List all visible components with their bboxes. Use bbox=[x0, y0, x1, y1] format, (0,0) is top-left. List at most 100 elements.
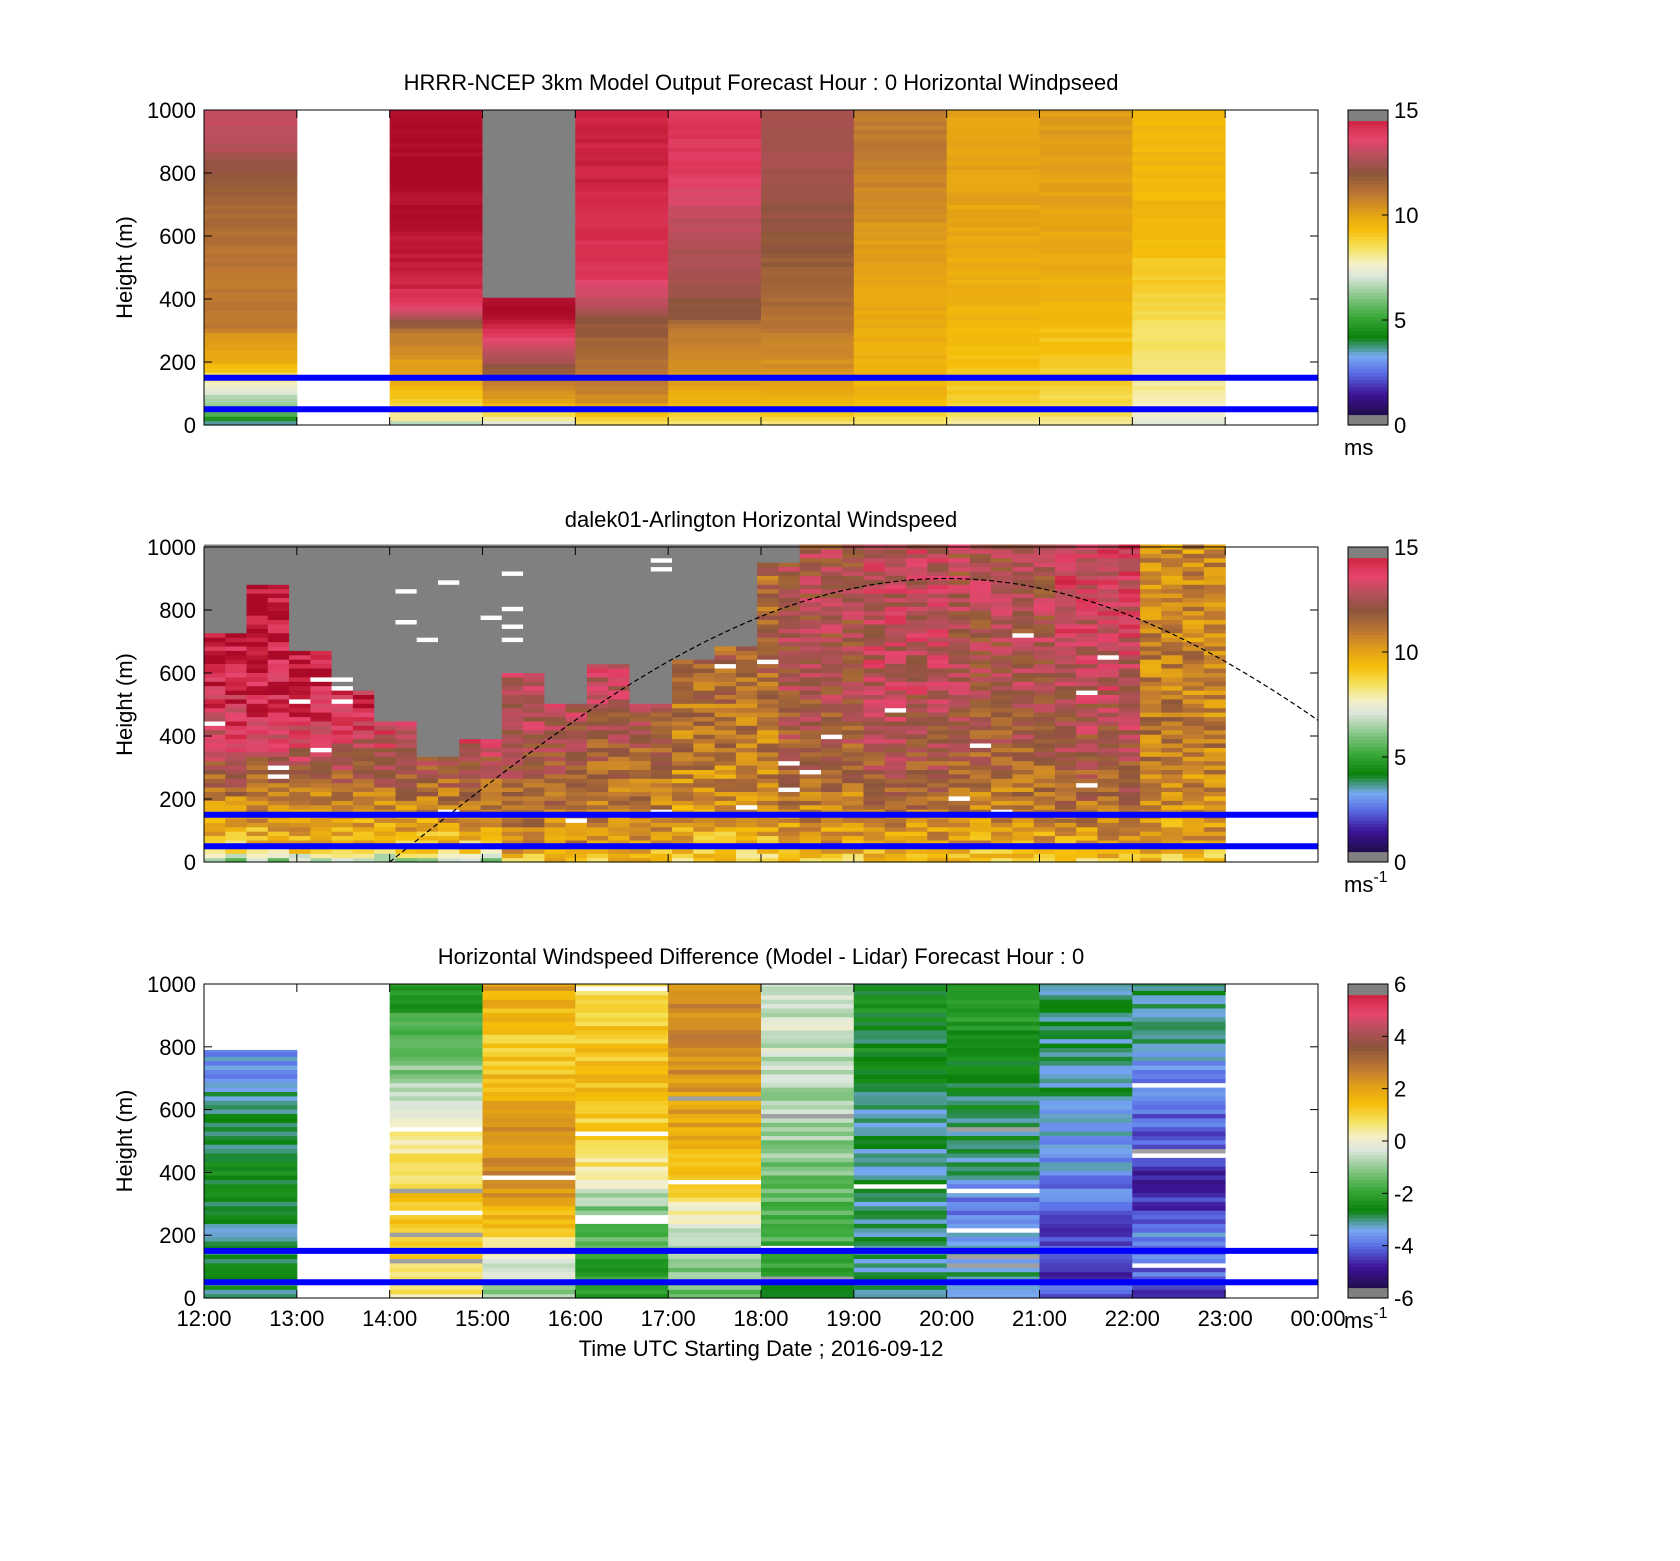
heatmap-cell bbox=[946, 270, 1040, 276]
heatmap-cell bbox=[821, 557, 843, 563]
heatmap-cell bbox=[650, 835, 673, 841]
heatmap-cell bbox=[416, 742, 439, 748]
heatmap-cell bbox=[853, 160, 948, 166]
heatmap-cell bbox=[225, 668, 248, 673]
heatmap-cell bbox=[1132, 341, 1226, 347]
heatmap-cell bbox=[1161, 760, 1184, 766]
heatmap-cell bbox=[1076, 809, 1099, 815]
heatmap-cell bbox=[863, 637, 886, 643]
heatmap-cell bbox=[1182, 575, 1205, 581]
heatmap-cell bbox=[544, 615, 567, 620]
heatmap-cell bbox=[927, 579, 950, 585]
heatmap-cell bbox=[395, 690, 418, 695]
heatmap-cell bbox=[821, 857, 843, 863]
heatmap-cell bbox=[668, 1210, 762, 1216]
heatmap-cell bbox=[352, 729, 375, 735]
heatmap-cell bbox=[1076, 853, 1099, 859]
colorbar-swatch bbox=[1348, 138, 1388, 143]
heatmap-cell bbox=[946, 367, 1040, 373]
heatmap-cell bbox=[948, 725, 971, 731]
heatmap-cell bbox=[204, 195, 298, 201]
heatmap-cell bbox=[714, 645, 737, 651]
heatmap-cell bbox=[735, 650, 758, 656]
heatmap-cell bbox=[1182, 659, 1205, 665]
heatmap-cell bbox=[352, 676, 375, 682]
heatmap-cell bbox=[482, 990, 576, 996]
heatmap-cell bbox=[1076, 588, 1099, 594]
heatmap-cell bbox=[1161, 782, 1184, 788]
heatmap-cell bbox=[310, 654, 333, 660]
heatmap-cell bbox=[482, 1227, 576, 1233]
heatmap-cell bbox=[416, 562, 439, 568]
heatmap-cell bbox=[1140, 588, 1162, 594]
heatmap-cell bbox=[204, 1196, 298, 1202]
heatmap-cell bbox=[1076, 791, 1099, 797]
heatmap-cell bbox=[225, 756, 248, 762]
colorbar-swatch bbox=[1348, 236, 1388, 241]
heatmap-cell bbox=[352, 645, 375, 651]
heatmap-cell bbox=[389, 301, 483, 307]
colorbar-swatch bbox=[1348, 746, 1388, 751]
heatmap-cell bbox=[438, 579, 460, 585]
heatmap-cell bbox=[289, 804, 311, 810]
heatmap-cell bbox=[608, 579, 631, 585]
heatmap-cell bbox=[352, 690, 375, 695]
heatmap-cell bbox=[480, 650, 503, 656]
heatmap-cell bbox=[523, 787, 545, 792]
heatmap-cell bbox=[1097, 831, 1120, 837]
heatmap-cell bbox=[482, 354, 576, 360]
colorbar-swatch bbox=[1348, 732, 1388, 737]
heatmap-cell bbox=[714, 663, 737, 669]
heatmap-cell bbox=[1055, 738, 1077, 744]
heatmap-cell bbox=[289, 707, 311, 713]
heatmap-cell bbox=[482, 297, 576, 303]
heatmap-cell bbox=[438, 641, 460, 647]
heatmap-cell bbox=[1033, 615, 1056, 620]
heatmap-cell bbox=[761, 297, 855, 303]
heatmap-cell bbox=[906, 672, 928, 678]
heatmap-cell bbox=[693, 676, 716, 682]
heatmap-cell bbox=[927, 641, 950, 647]
heatmap-cell bbox=[757, 725, 779, 731]
heatmap-cell bbox=[389, 1188, 483, 1194]
heatmap-cell bbox=[693, 553, 716, 559]
heatmap-cell bbox=[853, 999, 948, 1005]
heatmap-cell bbox=[969, 668, 992, 673]
heatmap-cell bbox=[761, 1016, 855, 1022]
heatmap-cell bbox=[1012, 707, 1035, 713]
heatmap-cell bbox=[204, 610, 226, 616]
heatmap-cell bbox=[459, 663, 482, 669]
heatmap-cell bbox=[672, 562, 694, 568]
heatmap-cell bbox=[204, 394, 298, 400]
heatmap-cell bbox=[629, 769, 652, 775]
heatmap-cell bbox=[629, 817, 652, 823]
heatmap-cell bbox=[395, 822, 418, 828]
heatmap-cell bbox=[310, 685, 333, 691]
heatmap-cell bbox=[629, 641, 652, 647]
heatmap-cell bbox=[204, 204, 298, 210]
heatmap-cell bbox=[544, 570, 567, 576]
heatmap-cell bbox=[714, 597, 737, 603]
heatmap-cell bbox=[853, 297, 948, 303]
heatmap-cell bbox=[225, 853, 248, 859]
heatmap-cell bbox=[575, 200, 669, 206]
heatmap-cell bbox=[629, 787, 652, 792]
heatmap-cell bbox=[1132, 133, 1226, 139]
heatmap-cell bbox=[331, 659, 354, 665]
heatmap-cell bbox=[501, 650, 524, 656]
heatmap-cell bbox=[482, 1205, 576, 1211]
heatmap-cell bbox=[693, 566, 716, 572]
heatmap-cell bbox=[352, 562, 375, 568]
heatmap-cell bbox=[735, 809, 758, 815]
heatmap-cell bbox=[565, 747, 588, 753]
heatmap-cell bbox=[1182, 822, 1205, 828]
heatmap-cell bbox=[565, 668, 588, 673]
colorbar-swatch bbox=[1348, 771, 1388, 776]
heatmap-cell bbox=[629, 672, 652, 678]
heatmap-cell bbox=[757, 817, 779, 823]
heatmap-cell bbox=[204, 650, 226, 656]
heatmap-cell bbox=[946, 389, 1040, 395]
heatmap-cell bbox=[1076, 795, 1099, 801]
heatmap-cell bbox=[668, 1267, 762, 1273]
colorbar-swatch bbox=[1348, 610, 1388, 615]
